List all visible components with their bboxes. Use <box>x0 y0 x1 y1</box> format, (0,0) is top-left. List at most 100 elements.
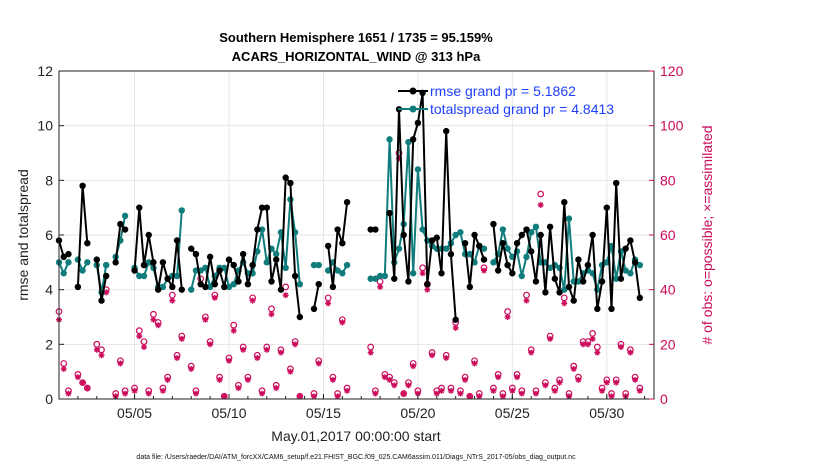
obs-assimilated-marker <box>98 352 105 359</box>
rmse-line <box>190 176 301 318</box>
totalspread-point <box>452 231 459 239</box>
rmse-point <box>480 256 488 263</box>
y-right-tick-label: 40 <box>660 282 676 298</box>
rmse-point <box>471 231 478 239</box>
rmse-point <box>277 286 285 293</box>
obs-assimilated-marker <box>254 355 261 361</box>
obs-assimilated-marker <box>462 376 469 383</box>
obs-assimilated-marker <box>311 393 317 400</box>
totalspread-point <box>84 259 91 266</box>
totalspread-point <box>324 267 332 274</box>
rmse-point <box>594 305 601 312</box>
obs-assimilated-marker <box>627 349 634 356</box>
obs-assimilated-marker <box>145 390 152 397</box>
obs-assimilated-marker <box>433 390 440 397</box>
obs-assimilated-marker <box>419 270 426 277</box>
obs-assimilated-marker <box>60 365 67 372</box>
totalspread-point <box>523 253 530 261</box>
rmse-point <box>188 245 195 252</box>
obs-assimilated-marker <box>514 374 521 381</box>
rmse-point <box>575 256 582 263</box>
y-axis-left-label: rmse and totalspread <box>15 169 31 301</box>
totalspread-point <box>334 267 341 274</box>
rmse-point <box>159 259 167 266</box>
obs-assimilated-marker <box>296 393 303 400</box>
rmse-point <box>636 294 644 302</box>
legend-rmse-label: rmse grand pr = 5.1862 <box>430 83 576 99</box>
rmse-point <box>537 231 544 239</box>
y-left-tick-label: 10 <box>37 118 53 134</box>
obs-assimilated-marker <box>74 374 81 381</box>
rmse-point <box>631 259 639 266</box>
x-tick-label: 05/10 <box>211 405 246 421</box>
rmse-point <box>287 179 294 187</box>
obs-assimilated-marker <box>636 387 643 394</box>
obs-assimilated-marker <box>155 322 162 329</box>
obs-assimilated-marker <box>495 374 502 381</box>
rmse-point <box>74 283 82 291</box>
obs-assimilated-marker <box>490 387 497 394</box>
obs-assimilated-marker <box>570 365 577 372</box>
obs-assimilated-marker <box>202 316 209 323</box>
rmse-line <box>313 284 320 309</box>
y-left-tick-label: 8 <box>45 172 53 188</box>
obs-assimilated-marker <box>235 385 242 392</box>
rmse-point <box>414 119 422 127</box>
totalspread-point <box>532 223 540 230</box>
rmse-point <box>443 127 450 135</box>
rmse-point <box>98 297 105 304</box>
totalspread-point <box>622 267 629 274</box>
rmse-point <box>140 261 148 269</box>
obs-assimilated-marker <box>240 346 247 353</box>
totalspread-point <box>490 259 497 266</box>
obs-assimilated-marker <box>344 387 351 394</box>
obs-assimilated-marker <box>122 390 129 397</box>
obs-count-series <box>55 149 644 400</box>
obs-assimilated-marker <box>452 324 459 331</box>
y-right-tick-label: 120 <box>660 63 684 79</box>
obs-assimilated-marker <box>608 393 615 400</box>
totalspread-point <box>140 272 148 280</box>
obs-assimilated-marker <box>547 335 554 342</box>
rmse-point <box>433 234 440 241</box>
y-left-tick-label: 6 <box>45 227 53 243</box>
rmse-point <box>579 278 587 285</box>
totalspread-point <box>145 259 152 266</box>
obs-assimilated-marker <box>244 376 251 383</box>
rmse-point <box>424 281 431 288</box>
rmse-point <box>499 240 507 247</box>
rmse-point <box>197 281 204 288</box>
obs-assimilated-marker <box>476 393 483 400</box>
rmse-point <box>438 270 445 277</box>
obs-assimilated-marker <box>174 355 181 361</box>
rmse-point <box>561 199 568 206</box>
totalspread-point <box>395 245 403 252</box>
x-tick-label: 05/30 <box>589 405 624 421</box>
totalspread-point <box>273 250 280 258</box>
obs-assimilated-marker <box>103 289 110 296</box>
totalspread-point <box>339 270 346 277</box>
obs-assimilated-marker <box>447 387 454 394</box>
rmse-point <box>121 226 129 233</box>
totalspread-point <box>178 207 185 214</box>
totalspread-point <box>296 281 304 288</box>
rmse-point <box>622 245 629 252</box>
obs-assimilated-marker <box>613 379 620 386</box>
obs-assimilated-marker <box>632 376 639 383</box>
rmse-point <box>244 281 252 288</box>
rmse-point <box>556 289 563 296</box>
obs-assimilated-marker <box>523 297 530 304</box>
obs-assimilated-marker <box>528 349 535 356</box>
obs-assimilated-marker <box>131 387 138 394</box>
legend-rmse-marker <box>409 87 417 95</box>
rmse-point <box>551 275 559 282</box>
totalspread-point <box>504 245 511 252</box>
y-left-tick-label: 0 <box>45 391 53 407</box>
totalspread-point <box>60 270 67 277</box>
rmse-point <box>154 286 162 293</box>
totalspread-point <box>206 283 214 291</box>
totalspread-point <box>103 261 110 269</box>
obs-assimilated-marker <box>65 390 72 397</box>
obs-assimilated-marker <box>329 376 336 383</box>
